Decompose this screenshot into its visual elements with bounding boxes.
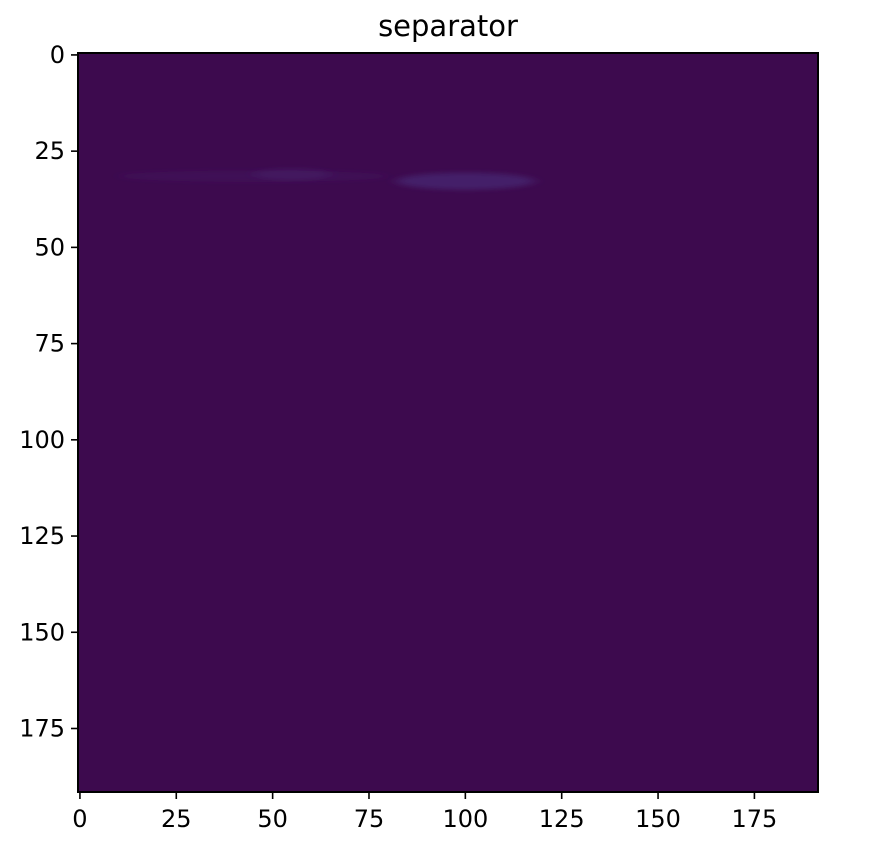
x-tick-label: 0 bbox=[72, 805, 87, 833]
heatmap-feature-1 bbox=[118, 170, 389, 182]
y-axis: 0 25 50 75 100 125 150 175 bbox=[19, 41, 78, 742]
heatmap-features bbox=[118, 168, 535, 190]
x-tick-label: 125 bbox=[539, 805, 585, 833]
y-tick-label: 150 bbox=[19, 618, 65, 646]
y-tick-label: 100 bbox=[19, 426, 65, 454]
x-tick-label: 150 bbox=[635, 805, 681, 833]
x-tick-label: 100 bbox=[442, 805, 488, 833]
heatmap-feature-3 bbox=[395, 172, 535, 190]
x-axis: 0 25 50 75 100 125 150 175 bbox=[72, 792, 777, 833]
y-tick-label: 75 bbox=[34, 330, 65, 358]
chart-title: separator bbox=[378, 9, 518, 43]
x-tick-label: 75 bbox=[354, 805, 385, 833]
x-tick-label: 175 bbox=[732, 805, 778, 833]
y-tick-label: 0 bbox=[50, 41, 65, 69]
axes-frame bbox=[77, 52, 819, 793]
y-tick-label: 125 bbox=[19, 522, 65, 550]
x-tick-label: 25 bbox=[161, 805, 192, 833]
y-tick-label: 50 bbox=[34, 233, 65, 261]
plot-area bbox=[78, 53, 818, 792]
heatmap-image bbox=[78, 53, 818, 792]
y-tick-label: 25 bbox=[34, 137, 65, 165]
y-tick-label: 175 bbox=[19, 714, 65, 742]
heatmap-feature-2 bbox=[253, 168, 331, 181]
x-tick-label: 50 bbox=[257, 805, 288, 833]
